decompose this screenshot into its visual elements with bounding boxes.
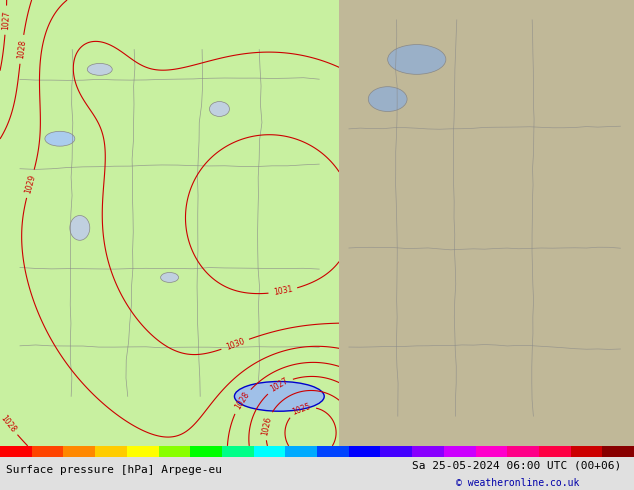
- Bar: [222, 446, 254, 457]
- Ellipse shape: [160, 272, 179, 282]
- Bar: [444, 446, 476, 457]
- Ellipse shape: [45, 131, 75, 146]
- Bar: [95, 446, 127, 457]
- Text: 1031: 1031: [273, 285, 294, 297]
- Bar: [0, 446, 32, 457]
- Text: 1026: 1026: [261, 416, 273, 436]
- Bar: [63, 446, 95, 457]
- Ellipse shape: [70, 216, 90, 240]
- Bar: [317, 446, 349, 457]
- Text: 1025: 1025: [291, 402, 313, 416]
- Ellipse shape: [368, 87, 407, 112]
- Bar: [254, 446, 285, 457]
- Bar: [380, 446, 412, 457]
- Text: Surface pressure [hPa] Arpege-eu: Surface pressure [hPa] Arpege-eu: [6, 465, 223, 475]
- Ellipse shape: [387, 45, 446, 74]
- Bar: [127, 446, 158, 457]
- Bar: [32, 446, 63, 457]
- Text: 1028: 1028: [16, 39, 27, 59]
- Bar: [602, 446, 634, 457]
- Text: 1027: 1027: [269, 376, 290, 394]
- Text: 1030: 1030: [224, 337, 246, 352]
- Ellipse shape: [209, 101, 230, 117]
- Bar: [539, 446, 571, 457]
- Text: Sa 25-05-2024 06:00 UTC (00+06): Sa 25-05-2024 06:00 UTC (00+06): [412, 461, 621, 471]
- Ellipse shape: [87, 63, 112, 75]
- Bar: [476, 446, 507, 457]
- Text: 1029: 1029: [23, 173, 37, 194]
- Bar: [507, 446, 539, 457]
- Bar: [349, 446, 380, 457]
- Text: 1027: 1027: [1, 10, 11, 30]
- Ellipse shape: [235, 382, 324, 411]
- Text: © weatheronline.co.uk: © weatheronline.co.uk: [456, 478, 580, 489]
- Text: 1028: 1028: [233, 391, 251, 412]
- Bar: [571, 446, 602, 457]
- Bar: [285, 446, 317, 457]
- Bar: [158, 446, 190, 457]
- Text: 1028: 1028: [0, 413, 18, 434]
- Bar: [190, 446, 222, 457]
- Bar: [412, 446, 444, 457]
